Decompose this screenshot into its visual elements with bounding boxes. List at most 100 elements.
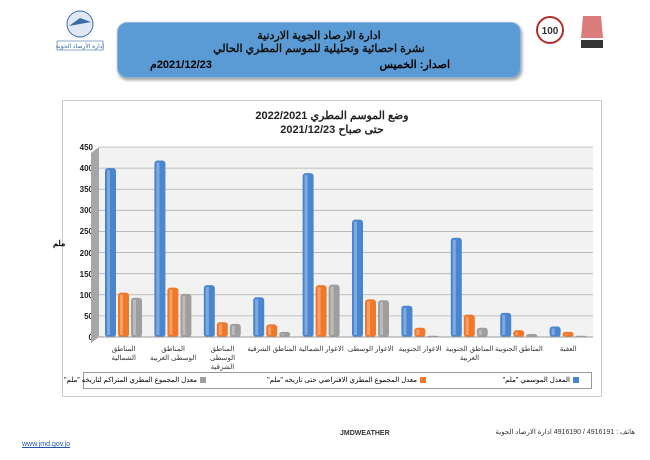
legend-item-seasonal: المعدل الموسمي "ملم" — [503, 376, 579, 384]
bar — [302, 173, 314, 337]
bar-highlight — [478, 329, 482, 335]
svg-text:100: 100 — [542, 26, 559, 37]
social-handle: JMDWEATHER — [340, 430, 390, 437]
chart-subtitle: حتى صباح 2021/12/23 — [280, 124, 384, 136]
bar-highlight — [169, 289, 173, 335]
bar-highlight — [551, 328, 555, 335]
bar — [154, 160, 166, 337]
bar — [253, 297, 265, 337]
bar — [131, 297, 142, 337]
bar-highlight — [564, 333, 568, 335]
x-tick-label: المناطق الوسطى الغربية — [149, 346, 197, 362]
bar-highlight — [120, 294, 123, 335]
legend-item-accumulated: معدل المجموع المطري المتراكم لتاريخه "مل… — [64, 376, 206, 384]
y-tick-label: 450 — [79, 143, 93, 152]
plot-area — [91, 146, 593, 343]
logo-caption: إدارة الأرصاد الجوية — [56, 41, 105, 50]
bar — [378, 300, 389, 337]
y-tick-label: 250 — [79, 227, 93, 237]
bar — [401, 305, 413, 337]
bar-highlight — [452, 239, 456, 335]
contact-info: هاتف : 4916191 / 4916190 ادارة الارصاد ا… — [495, 429, 635, 436]
bar — [414, 327, 426, 337]
bar-highlight — [205, 287, 209, 335]
bar-highlight — [465, 316, 469, 335]
issue-day: اصدار: الخميس — [379, 59, 450, 71]
bar-highlight — [255, 299, 259, 335]
bar-highlight — [133, 299, 136, 335]
website-link[interactable]: www.jmd.gov.jo — [22, 441, 71, 448]
bar — [513, 330, 525, 337]
government-logos: 100 — [533, 8, 613, 56]
y-tick-label: 300 — [79, 206, 93, 216]
x-tick-label: الاغوار الوسطى — [347, 346, 394, 353]
legend-swatch — [200, 377, 206, 383]
bar — [167, 287, 179, 337]
bar-highlight — [515, 332, 519, 335]
bar-highlight — [281, 333, 285, 335]
bar — [549, 326, 561, 337]
y-axis-label: ملم — [53, 239, 66, 248]
legend-item-expected: معدل المجموع المطري الافتراضي حتى تاريخه… — [267, 376, 426, 384]
y-tick-label: 50 — [84, 311, 93, 321]
y-tick-label: 200 — [79, 248, 93, 258]
issue-date: 2021/12/23م — [150, 59, 212, 71]
bar — [450, 237, 462, 337]
bar — [266, 324, 278, 337]
bar-highlight — [156, 162, 160, 335]
bar-highlight — [304, 175, 308, 335]
bar — [365, 299, 376, 337]
x-tick-label: الاغوار الجنوبية — [398, 346, 442, 353]
legend-swatch — [573, 377, 579, 383]
y-tick-label: 100 — [79, 290, 93, 300]
header-line2: نشرة احصائية وتحليلية للموسم المطري الحا… — [213, 43, 425, 55]
bar-highlight — [107, 170, 110, 335]
legend-swatch — [420, 377, 426, 383]
bar-highlight — [354, 221, 357, 335]
bar-highlight — [330, 286, 334, 335]
bar — [180, 293, 192, 337]
x-tick-label: المناطق الجنوبية الغربية — [445, 346, 494, 362]
side-wall — [91, 147, 99, 343]
bar-highlight — [231, 325, 235, 335]
y-tick-label: 350 — [79, 185, 93, 195]
bar — [463, 314, 475, 337]
y-tick-label: 400 — [79, 164, 93, 174]
bulletin-header: ادارة الارصاد الجوية الاردنية نشرة احصائ… — [117, 22, 521, 78]
bar — [476, 327, 488, 337]
bar-highlight — [182, 295, 186, 335]
bar-highlight — [416, 329, 420, 335]
header-line1: ادارة الارصاد الجوية الاردنية — [257, 30, 381, 42]
legend-label: المعدل الموسمي "ملم" — [502, 377, 570, 384]
x-tick-label: المناطق الشمالية — [111, 346, 136, 362]
bar-highlight — [268, 326, 272, 335]
bar — [279, 331, 291, 337]
rainfall-chart: وضع الموسم المطري 2022/2021 حتى صباح 202… — [53, 100, 602, 397]
bar — [203, 285, 215, 337]
x-tick-label: المناطق الجنوبية — [494, 346, 543, 353]
x-tick-label: المناطق الشرقية — [247, 346, 297, 353]
x-tick-label: العقبة — [559, 346, 577, 353]
bar — [229, 323, 241, 337]
y-tick-label: 0 — [88, 333, 93, 342]
bar — [352, 219, 363, 337]
bar — [500, 312, 512, 337]
bar — [526, 334, 538, 337]
bar — [562, 331, 574, 337]
bar-highlight — [502, 314, 506, 335]
bar-highlight — [403, 307, 407, 335]
bar — [328, 284, 340, 337]
bar — [216, 322, 228, 337]
bar-highlight — [367, 301, 370, 335]
bar — [315, 285, 327, 337]
bar-highlight — [218, 324, 222, 335]
chart-legend: المعدل الموسمي "ملم" معدل المجموع المطري… — [64, 372, 592, 389]
x-tick-label: المناطق الوسطى الشرقية — [209, 346, 236, 371]
x-tick-label: الاغوار الشمالية — [298, 346, 344, 353]
bar — [118, 292, 129, 337]
bar — [105, 168, 116, 337]
legend-label: معدل المجموع المطري الافتراضي حتى تاريخه… — [267, 377, 417, 384]
y-tick-label: 150 — [79, 269, 93, 279]
bar-highlight — [380, 302, 383, 335]
chart-title: وضع الموسم المطري 2022/2021 — [255, 110, 409, 122]
